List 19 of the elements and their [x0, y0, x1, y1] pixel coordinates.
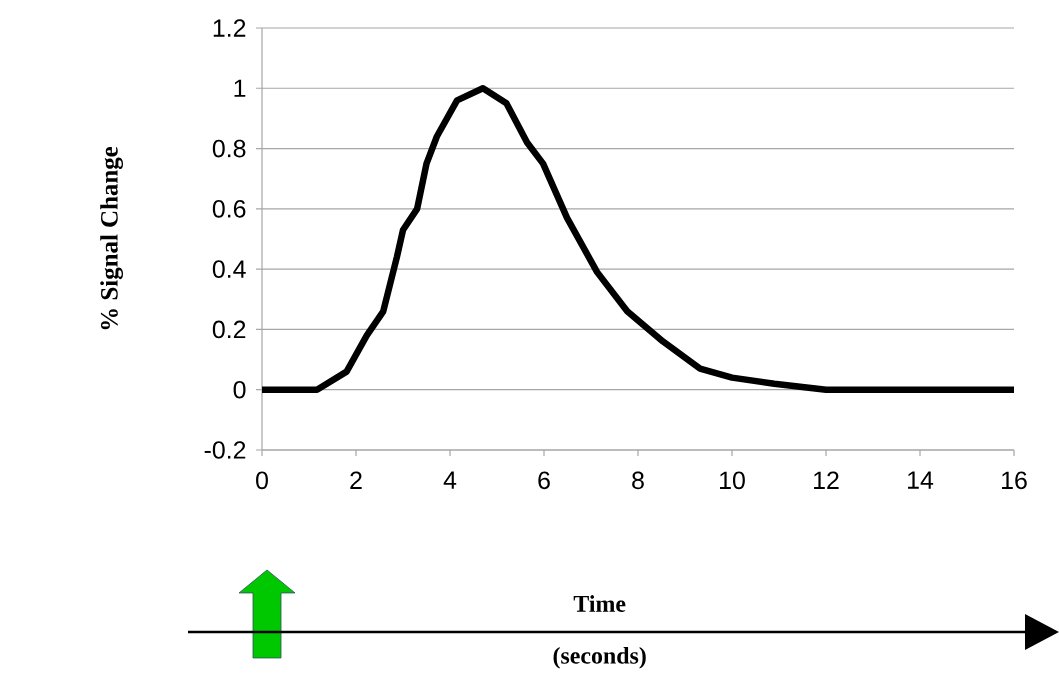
- y-tick-label: 0: [233, 380, 246, 399]
- y-tick-label: 1: [234, 79, 246, 97]
- text: Time (seconds): [553, 595, 646, 669]
- y-tick-label: 0.4: [212, 260, 246, 278]
- x-tick-label: 6: [538, 471, 550, 490]
- y-tick-label: 1.2: [213, 19, 246, 37]
- x-tick-label: 10: [720, 471, 745, 490]
- x-tick-label: 8: [632, 471, 644, 490]
- x-tick-label: 2: [350, 471, 362, 489]
- y-tick-label: 0.6: [212, 200, 246, 218]
- x-tick-label: 12: [814, 471, 839, 489]
- y-tick-label: 0.2: [212, 320, 246, 339]
- y-tick-label: -0.2: [204, 441, 246, 459]
- x-tick-label: 0: [256, 471, 268, 490]
- x-tick-label: 16: [1002, 471, 1027, 490]
- x-tick-label: 14: [908, 471, 934, 489]
- y-axis-title: % Signal Change: [100, 146, 123, 330]
- y-tick-label: 0.8: [212, 139, 246, 158]
- x-tick-label: 4: [443, 471, 457, 489]
